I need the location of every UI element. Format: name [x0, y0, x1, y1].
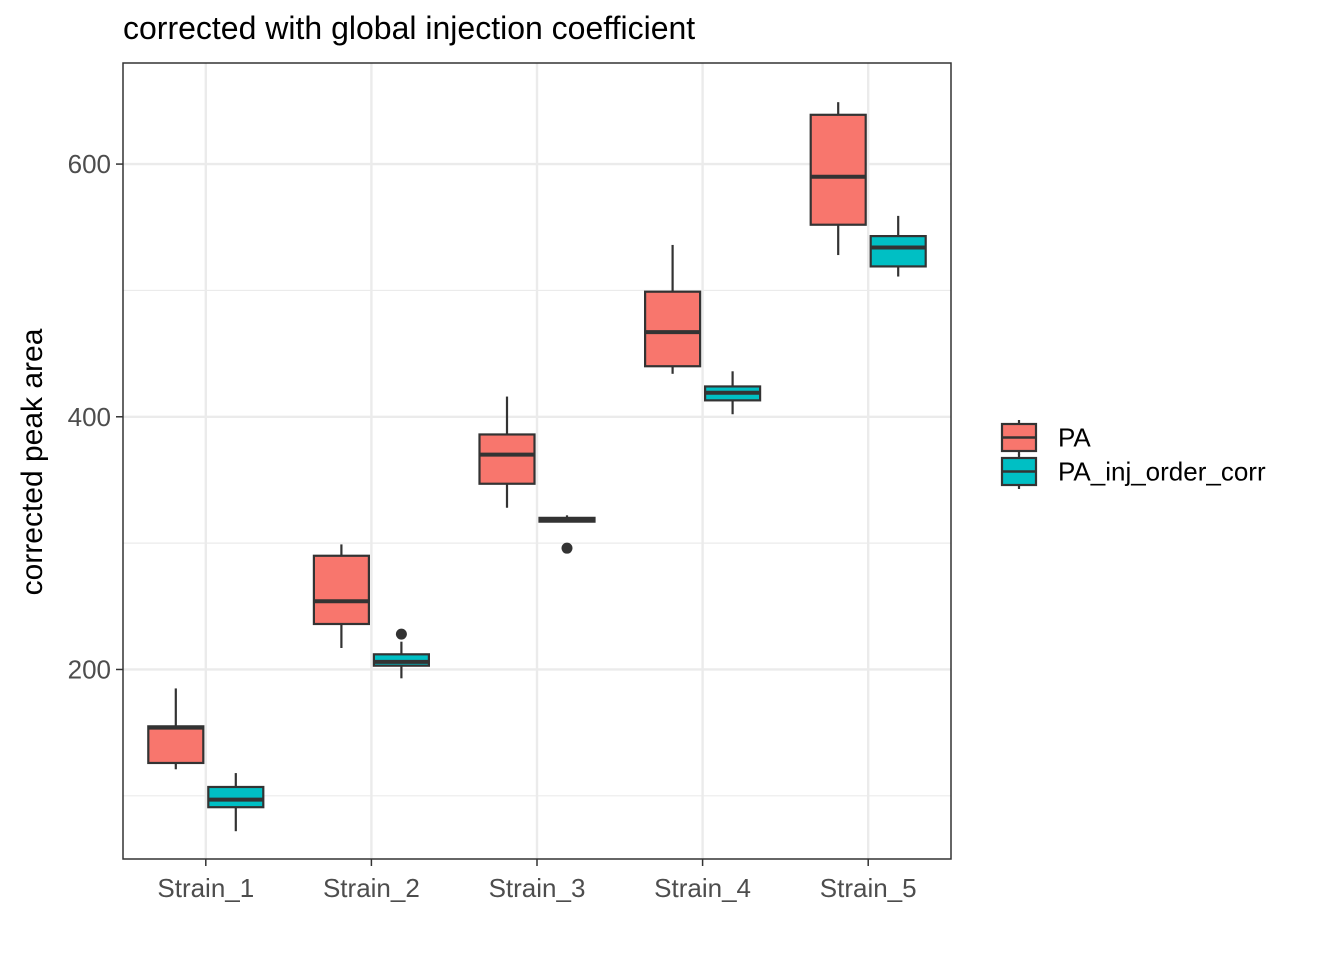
box-PA_inj_order_corr-Strain_2 [372, 628, 430, 679]
legend-item-PA: PA [1000, 420, 1091, 455]
box-PA-Strain_4 [643, 244, 702, 374]
y-tick-label: 200 [68, 654, 111, 684]
box-PA_inj_order_corr-Strain_5 [869, 215, 927, 277]
chart-title: corrected with global injection coeffici… [123, 10, 695, 46]
box-PA-Strain_1 [147, 688, 205, 770]
box-body [478, 433, 536, 485]
box-body [869, 234, 927, 268]
x-tick-label: Strain_2 [323, 873, 420, 903]
box-PA-Strain_3 [478, 396, 536, 508]
box-PA-Strain_2 [312, 544, 370, 648]
legend: PA PA_inj_order_corr [1000, 420, 1266, 489]
box-PA_inj_order_corr-Strain_4 [703, 371, 762, 415]
outlier-point [561, 542, 573, 554]
y-tick-label: 400 [68, 402, 111, 432]
box-body [643, 290, 702, 368]
x-tick-label: Strain_5 [820, 873, 917, 903]
x-tick-label: Strain_4 [654, 873, 751, 903]
legend-label: PA_inj_order_corr [1058, 457, 1266, 487]
box-body [809, 113, 867, 226]
box-plots [147, 102, 927, 832]
outlier-point [395, 628, 407, 640]
box-PA_inj_order_corr-Strain_3 [538, 515, 596, 554]
legend-label: PA [1058, 423, 1091, 453]
x-tick-label: Strain_1 [157, 873, 254, 903]
x-tick-label: Strain_3 [489, 873, 586, 903]
box-PA_inj_order_corr-Strain_1 [207, 773, 265, 832]
box-body [207, 785, 265, 809]
y-axis: 200 400 600 [68, 149, 123, 684]
x-axis: Strain_1 Strain_2 Strain_3 Strain_4 Strain_5 [157, 859, 917, 903]
legend-item-PA_inj_order_corr: PA_inj_order_corr [1000, 454, 1266, 489]
box-body [312, 554, 370, 626]
box-PA-Strain_5 [809, 102, 867, 256]
box-body [147, 725, 205, 765]
y-tick-label: 600 [68, 149, 111, 179]
y-axis-title: corrected peak area [16, 328, 49, 595]
